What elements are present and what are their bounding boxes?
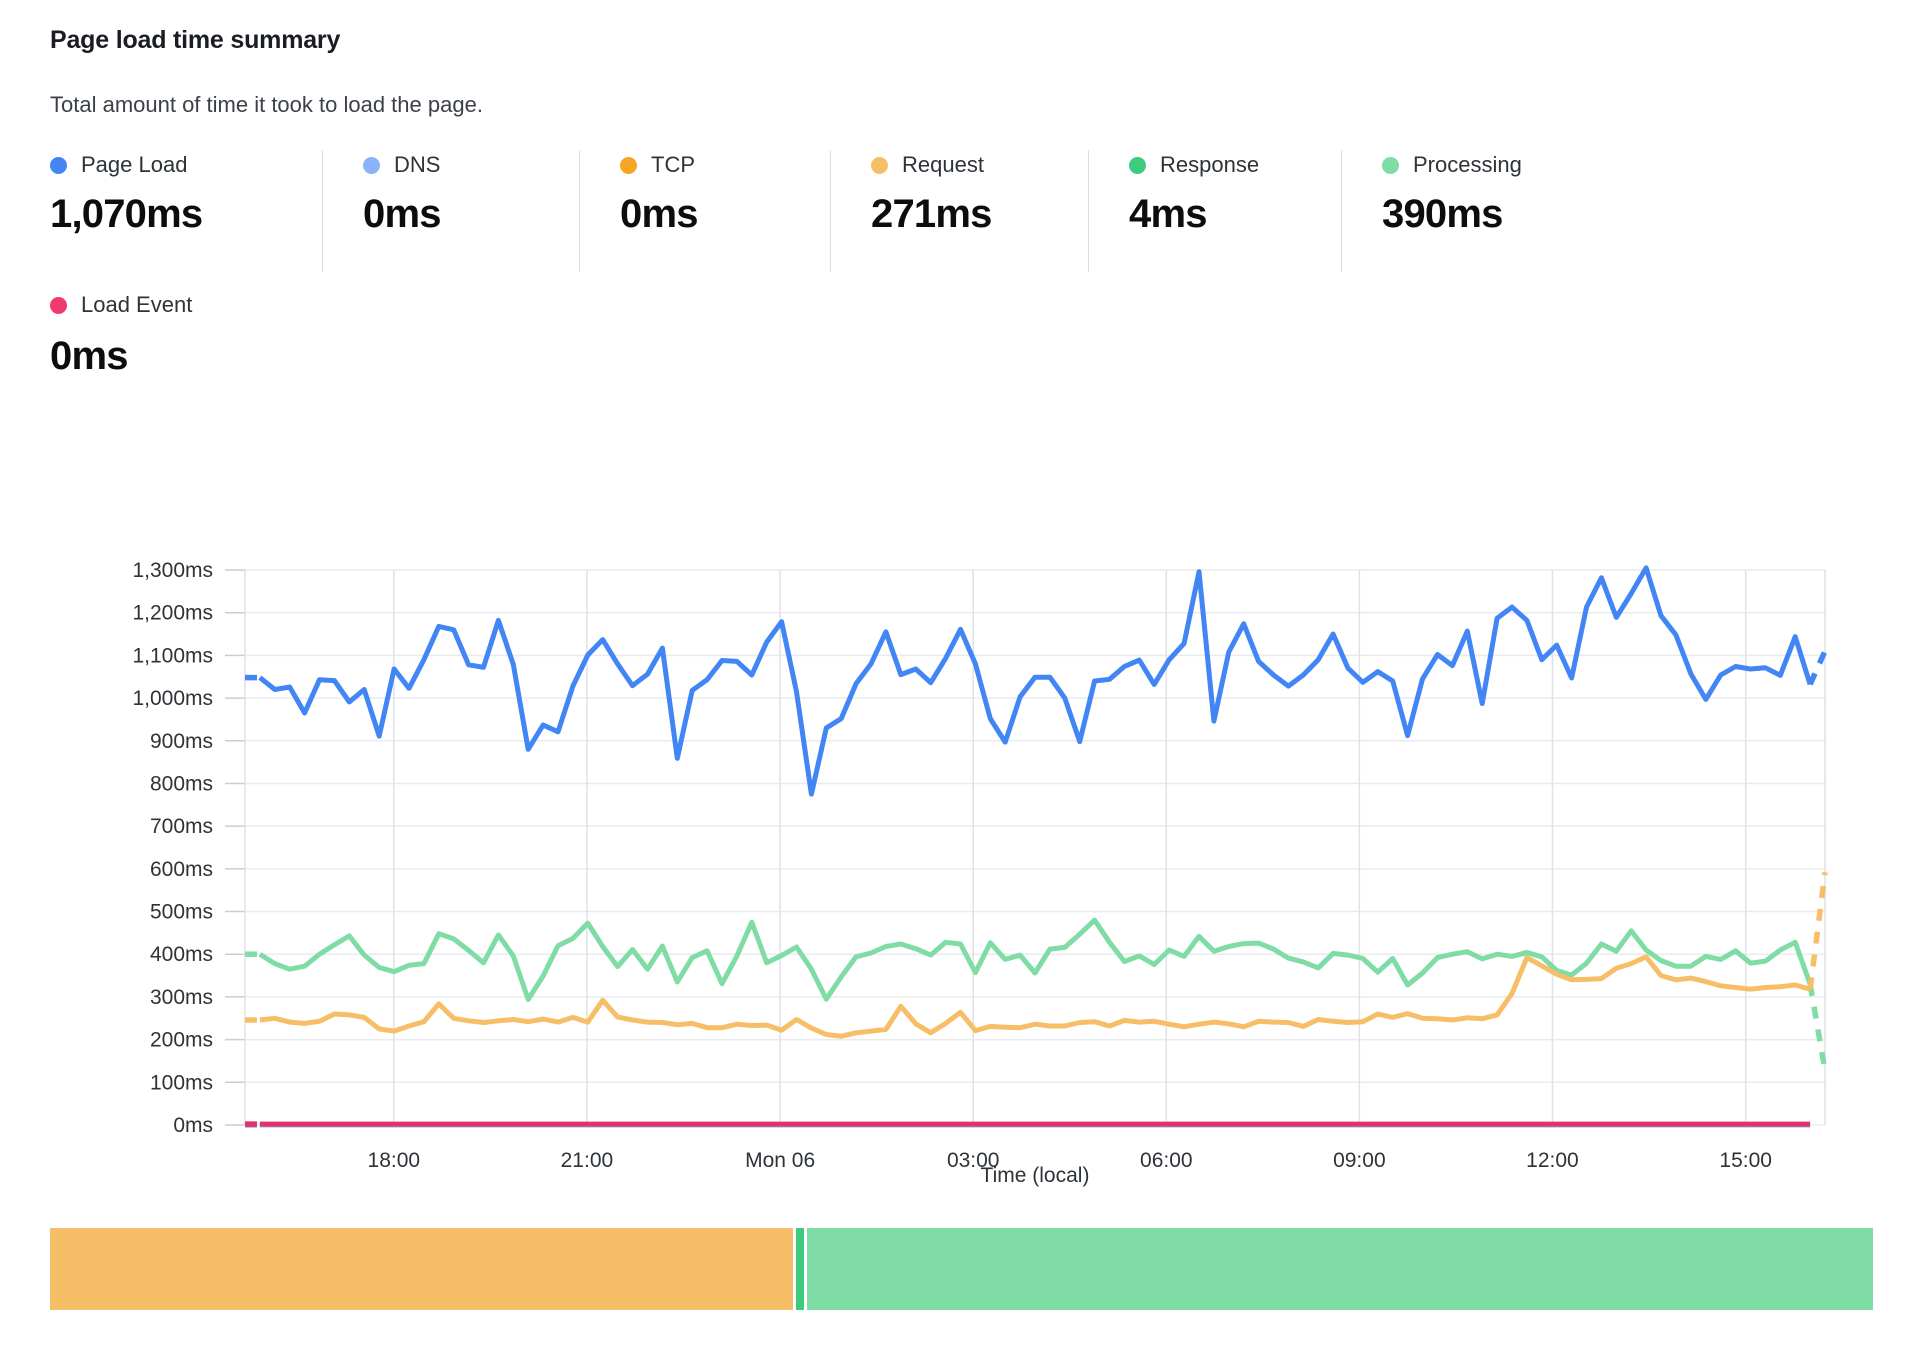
stat-tcp[interactable]: TCP 0ms xyxy=(579,150,830,272)
stat-page-load[interactable]: Page Load 1,070ms xyxy=(50,150,322,272)
bar-segment-response[interactable] xyxy=(792,1228,804,1310)
series-line-page-load xyxy=(258,565,1813,797)
x-axis-tick-labels: 18:00 21:00 Mon 06 03:00 06:00 09:00 12:00 15:0… xyxy=(368,1149,1772,1172)
y-tick-label: 1,000ms xyxy=(132,687,213,710)
legend-dot-dns xyxy=(363,156,380,174)
stat-label: Load Event xyxy=(81,292,193,317)
stats-row-primary: Page Load 1,070ms DNS 0ms TCP 0ms Reques… xyxy=(50,150,1870,272)
vertical-gridlines xyxy=(244,570,1826,1125)
series-projection-processing xyxy=(1807,983,1828,1071)
stat-header: Load Event xyxy=(50,290,322,320)
legend-dot-page-load xyxy=(50,156,67,174)
stat-value: 271ms xyxy=(871,192,992,236)
x-tick-label: 12:00 xyxy=(1526,1149,1579,1172)
stat-value: 390ms xyxy=(1382,192,1503,236)
y-tick-label: 1,300ms xyxy=(132,559,213,582)
y-tick-label: 500ms xyxy=(150,901,213,924)
y-tick-label: 300ms xyxy=(150,986,213,1009)
legend-dot-response xyxy=(1129,156,1146,174)
chart-series-lines xyxy=(245,565,1828,1128)
stat-header: Page Load xyxy=(50,150,304,180)
stat-value: 1,070ms xyxy=(50,192,203,236)
y-tick-label: 1,200ms xyxy=(132,602,213,625)
x-tick-label: Mon 06 xyxy=(745,1149,815,1172)
page-load-time-chart[interactable]: 1,300ms 1,200ms 1,100ms 1,000ms 900ms 800ms 70… xyxy=(0,440,1910,1200)
y-axis-tick-labels: 1,300ms 1,200ms 1,100ms 1,000ms 900ms 800ms 70… xyxy=(132,559,213,1137)
y-tick-label: 0ms xyxy=(173,1114,213,1137)
y-tick-label: 400ms xyxy=(150,943,213,966)
page-title: Page load time summary xyxy=(50,26,341,54)
x-tick-label: 18:00 xyxy=(368,1149,421,1172)
legend-dot-processing xyxy=(1382,156,1399,174)
bar-segment-request[interactable] xyxy=(50,1228,793,1310)
y-tick-label: 600ms xyxy=(150,858,213,881)
y-tick-label: 100ms xyxy=(150,1071,213,1094)
legend-dot-tcp xyxy=(620,156,637,174)
x-tick-label: 03:00 xyxy=(947,1149,1000,1172)
y-tick-label: 200ms xyxy=(150,1029,213,1052)
chart-svg: 1,300ms 1,200ms 1,100ms 1,000ms 900ms 800ms 70… xyxy=(132,559,1828,1187)
stat-header: DNS xyxy=(363,150,561,180)
stat-label: Processing xyxy=(1413,152,1522,177)
stat-value: 4ms xyxy=(1129,192,1207,236)
x-tick-label: 21:00 xyxy=(561,1149,614,1172)
stat-label: Page Load xyxy=(81,152,188,177)
legend-dot-request xyxy=(871,156,888,174)
stat-label: TCP xyxy=(651,152,695,177)
stats-row-secondary: Load Event 0ms xyxy=(50,290,322,379)
stat-header: TCP xyxy=(620,150,812,180)
stat-label: Request xyxy=(902,152,984,177)
y-tick-label: 800ms xyxy=(150,772,213,795)
legend-dot-load-event xyxy=(50,296,67,314)
y-tick-label: 1,100ms xyxy=(132,644,213,667)
stat-processing[interactable]: Processing 390ms xyxy=(1341,150,1596,272)
stat-header: Request xyxy=(871,150,1070,180)
stat-response[interactable]: Response 4ms xyxy=(1088,150,1341,272)
stat-value: 0ms xyxy=(620,192,698,236)
x-tick-label: 09:00 xyxy=(1333,1149,1386,1172)
x-tick-label: 06:00 xyxy=(1140,1149,1193,1172)
y-tick-label: 700ms xyxy=(150,815,213,838)
stat-label: DNS xyxy=(394,152,441,177)
series-projection-request xyxy=(1807,871,1828,990)
stat-load-event[interactable]: Load Event 0ms xyxy=(50,290,322,379)
series-line-request xyxy=(259,954,1811,1039)
stat-request[interactable]: Request 271ms xyxy=(830,150,1088,272)
stat-dns[interactable]: DNS 0ms xyxy=(322,150,579,272)
timing-breakdown-bar[interactable] xyxy=(50,1228,1873,1310)
series-line-processing xyxy=(258,917,1813,1002)
stat-header: Processing xyxy=(1382,150,1578,180)
x-axis-title: Time (local) xyxy=(981,1164,1090,1187)
stat-header: Response xyxy=(1129,150,1323,180)
stat-value: 0ms xyxy=(363,192,441,236)
stat-label: Response xyxy=(1160,152,1260,177)
series-projection-page-load xyxy=(1807,649,1828,686)
page-subtitle: Total amount of time it took to load the… xyxy=(50,92,483,117)
bar-segment-processing[interactable] xyxy=(803,1228,1873,1310)
x-tick-label: 15:00 xyxy=(1719,1149,1772,1172)
y-tick-label: 900ms xyxy=(150,730,213,753)
stat-value: 0ms xyxy=(50,334,128,378)
